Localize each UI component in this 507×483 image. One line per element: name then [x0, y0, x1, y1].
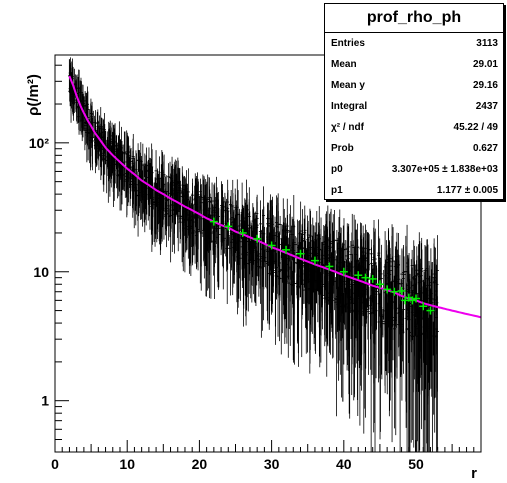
- x-tick-label: 30: [264, 456, 280, 472]
- x-tick-label: 10: [119, 456, 135, 472]
- y-axis-label: ρ(/m²): [25, 74, 42, 116]
- stats-row: Integral 2437: [325, 96, 503, 117]
- stats-row-value: 3113: [476, 38, 498, 49]
- x-tick-label: 50: [408, 456, 424, 472]
- stats-row-label: Prob: [331, 143, 354, 154]
- plot-area: [68, 57, 482, 452]
- stats-row-label: Mean: [331, 59, 357, 70]
- stats-row: p1 1.177 ± 0.005: [325, 180, 503, 201]
- y-tick-label: 10: [33, 264, 49, 280]
- stats-row: Entries 3113: [325, 33, 503, 54]
- x-axis-label: r: [471, 465, 477, 482]
- stats-row-value: 29.16: [472, 80, 498, 91]
- stats-rows: Entries 3113 Mean 29.01 Mean y 29.16 Integral 2…: [325, 33, 503, 201]
- stats-row-value: 29.01: [472, 59, 498, 70]
- stats-row: p0 3.307e+05 ± 1.838e+03: [325, 159, 503, 180]
- stats-row: Prob 0.627: [325, 138, 503, 159]
- stats-row-value: 0.627: [472, 143, 498, 154]
- axes: 0 10 20 30 40 50 1 10 10²: [29, 54, 482, 472]
- stats-row-value: 3.307e+05 ± 1.838e+03: [391, 164, 498, 175]
- stats-row-label: p1: [331, 185, 343, 196]
- stats-row-label: Mean y: [331, 80, 365, 91]
- stats-row-value: 2437: [475, 101, 498, 112]
- stats-box: prof_rho_ph Entries 3113 Mean 29.01 Mean y 29…: [324, 3, 504, 200]
- x-tick-label: 40: [336, 456, 352, 472]
- stats-row-label: Integral: [331, 101, 368, 112]
- stats-row-label: p0: [331, 164, 343, 175]
- x-tick-label: 20: [192, 456, 208, 472]
- stats-title: prof_rho_ph: [325, 4, 503, 33]
- x-tick-label: 0: [51, 456, 59, 472]
- plot-frame: [54, 54, 482, 453]
- y-tick-label: 10²: [29, 135, 50, 151]
- stats-row: Mean y 29.16: [325, 75, 503, 96]
- y-tick-label: 1: [41, 393, 49, 409]
- stats-row-label: χ² / ndf: [331, 122, 364, 133]
- series-green: [209, 217, 435, 315]
- stats-row: Mean 29.01: [325, 54, 503, 75]
- stats-row: χ² / ndf 45.22 / 49: [325, 117, 503, 138]
- stats-row-label: Entries: [331, 38, 365, 49]
- stats-row-value: 45.22 / 49: [453, 122, 498, 133]
- stats-row-value: 1.177 ± 0.005: [436, 185, 498, 196]
